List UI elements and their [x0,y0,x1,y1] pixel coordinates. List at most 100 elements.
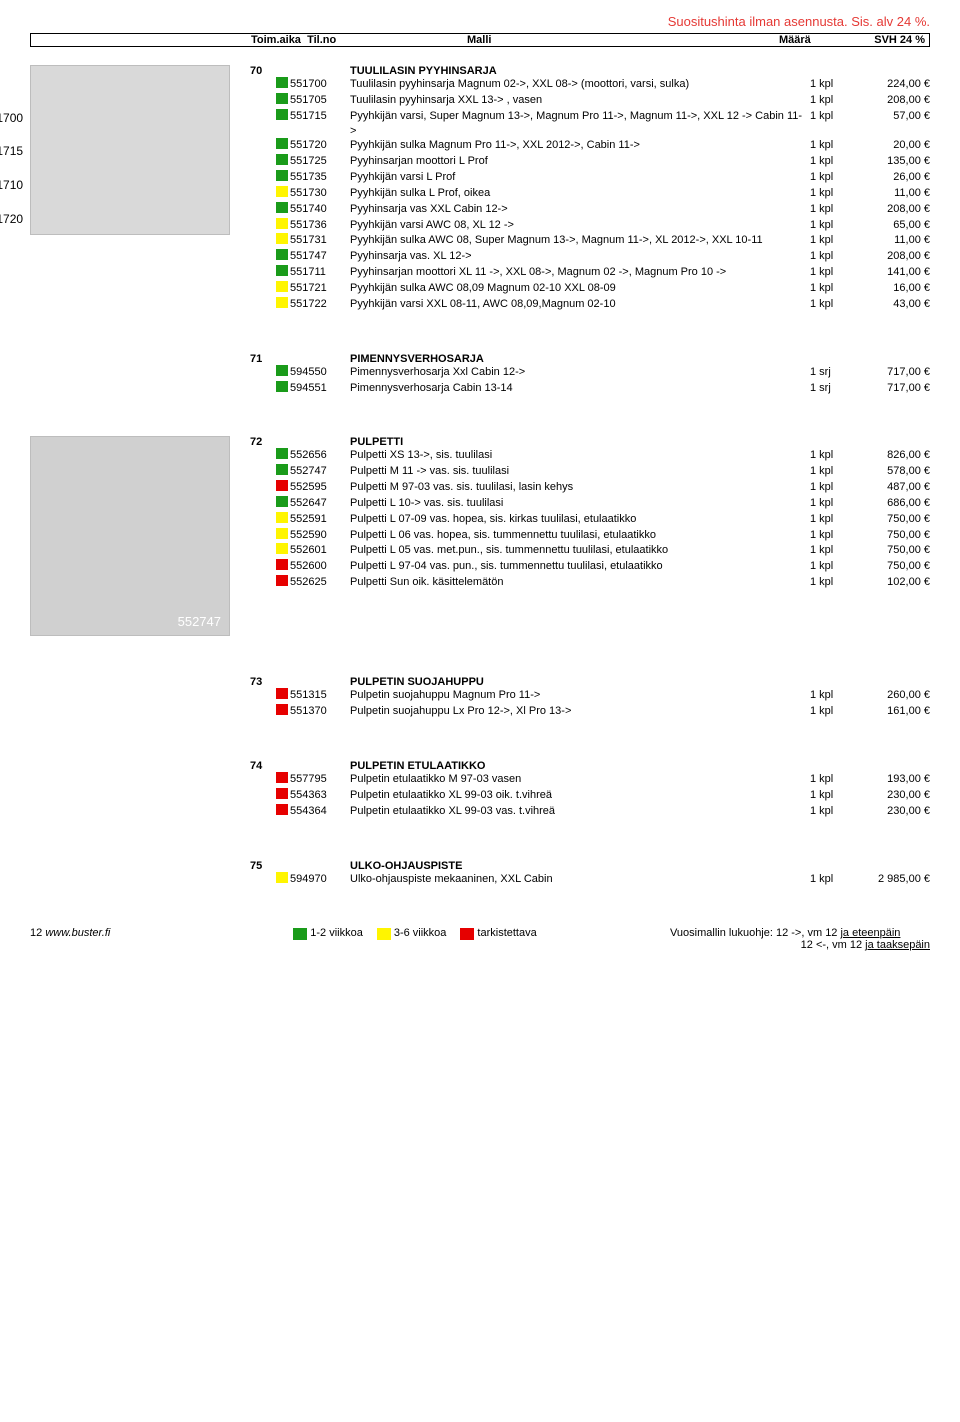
color-swatch [276,77,288,88]
color-swatch [276,218,288,229]
legend: 1-2 viikkoa 3-6 viikkoa tarkistettava [293,927,536,939]
section-71: 71PIMENNYSVERHOSARJA594550Pimennysverhos… [250,353,930,397]
legend-swatch-red [460,928,474,940]
cell-svh: 208,00 € [860,202,930,217]
table-header: Toim.aika Til.no Malli Määrä SVH 24 % [30,33,930,47]
cell-svh: 43,00 € [860,297,930,312]
cell-svh: 717,00 € [860,381,930,396]
table-row: 552600Pulpetti L 97-04 vas. pun., sis. t… [250,559,930,575]
color-swatch [276,249,288,260]
cell-svh: 686,00 € [860,496,930,511]
section-idx: 72 [250,436,276,448]
table-row: 552647Pulpetti L 10-> vas. sis. tuulilas… [250,496,930,512]
cell-malli: Pyyhkijän varsi L Prof [350,170,810,185]
cell-maara: 1 kpl [810,265,860,280]
color-swatch [276,804,288,815]
color-swatch [276,154,288,165]
cell-malli: Tuulilasin pyyhinsarja Magnum 02->, XXL … [350,77,810,92]
cell-tilno: 552647 [290,496,350,511]
cell-tilno: 552625 [290,575,350,590]
section-73: 73PULPETIN SUOJAHUPPU551315Pulpetin suoj… [250,676,930,720]
cell-svh: 26,00 € [860,170,930,185]
cell-maara: 1 kpl [810,512,860,527]
page-footer: 12 www.buster.fi 1-2 viikkoa 3-6 viikkoa… [30,927,930,951]
color-swatch [276,202,288,213]
img-label: 551710 [0,178,23,192]
cell-svh: 750,00 € [860,559,930,574]
table-row: 551730Pyyhkijän sulka L Prof, oikea1 kpl… [250,186,930,202]
cell-malli: Pyyhinsarja vas XXL Cabin 12-> [350,202,810,217]
cell-svh: 11,00 € [860,233,930,248]
cell-svh: 102,00 € [860,575,930,590]
table-row: 552591Pulpetti L 07-09 vas. hopea, sis. … [250,512,930,528]
color-swatch [276,480,288,491]
table-row: 551721Pyyhkijän sulka AWC 08,09 Magnum 0… [250,281,930,297]
section-title: PIMENNYSVERHOSARJA [350,353,930,365]
color-swatch [276,559,288,570]
legend-swatch-green [293,928,307,940]
table-row: 552590Pulpetti L 06 vas. hopea, sis. tum… [250,528,930,544]
cell-maara: 1 kpl [810,688,860,703]
cell-malli: Pyyhkijän sulka Magnum Pro 11->, XXL 201… [350,138,810,153]
table-row: 551700Tuulilasin pyyhinsarja Magnum 02->… [250,77,930,93]
color-swatch [276,528,288,539]
cell-malli: Pimennysverhosarja Cabin 13-14 [350,381,810,396]
table-row: 552625Pulpetti Sun oik. käsittelemätön1 … [250,575,930,591]
product-image-72: 552747 [30,436,230,636]
table-row: 551720Pyyhkijän sulka Magnum Pro 11->, X… [250,138,930,154]
table-row: 554364Pulpetin etulaatikko XL 99-03 vas.… [250,804,930,820]
section-title: PULPETIN SUOJAHUPPU [350,676,930,688]
color-swatch [276,365,288,376]
site-url: www.buster.fi [45,927,110,939]
cell-malli: Pyyhkijän sulka L Prof, oikea [350,186,810,201]
cell-malli: Pulpetin suojahuppu Lx Pro 12->, Xl Pro … [350,704,810,719]
cell-malli: Pulpetti M 97-03 vas. sis. tuulilasi, la… [350,480,810,495]
cell-svh: 750,00 € [860,512,930,527]
cell-maara: 1 kpl [810,233,860,248]
cell-maara: 1 srj [810,365,860,380]
cell-maara: 1 kpl [810,202,860,217]
color-swatch [276,788,288,799]
cell-maara: 1 kpl [810,218,860,233]
img-label: 551715 [0,144,23,158]
cell-svh: 208,00 € [860,249,930,264]
cell-maara: 1 kpl [810,93,860,108]
color-swatch [276,496,288,507]
cell-malli: Pyyhkijän sulka AWC 08, Super Magnum 13-… [350,233,810,248]
cell-tilno: 551700 [290,77,350,92]
legend-swatch-yellow [377,928,391,940]
table-row: 552656Pulpetti XS 13->, sis. tuulilasi1 … [250,448,930,464]
cell-malli: Pulpetti XS 13->, sis. tuulilasi [350,448,810,463]
cell-svh: 224,00 € [860,77,930,92]
cell-svh: 65,00 € [860,218,930,233]
cell-tilno: 551730 [290,186,350,201]
cell-tilno: 551740 [290,202,350,217]
cell-tilno: 551747 [290,249,350,264]
table-row: 552601Pulpetti L 05 vas. met.pun., sis. … [250,543,930,559]
color-swatch [276,170,288,181]
color-swatch [276,93,288,104]
table-row: 551736Pyyhkijän varsi AWC 08, XL 12 ->1 … [250,218,930,234]
cell-maara: 1 kpl [810,186,860,201]
cell-malli: Pulpetti L 10-> vas. sis. tuulilasi [350,496,810,511]
table-row: 594551Pimennysverhosarja Cabin 13-141 sr… [250,381,930,397]
cell-tilno: 551370 [290,704,350,719]
table-row: 594550Pimennysverhosarja Xxl Cabin 12->1… [250,365,930,381]
cell-malli: Pulpetti L 05 vas. met.pun., sis. tummen… [350,543,810,558]
section-title: PULPETIN ETULAATIKKO [350,760,930,772]
cell-tilno: 551721 [290,281,350,296]
cell-tilno: 552595 [290,480,350,495]
img-label: 551700 [0,111,23,125]
color-swatch [276,297,288,308]
cell-maara: 1 kpl [810,464,860,479]
cell-malli: Pyyhkijän varsi, Super Magnum 13->, Magn… [350,109,810,139]
cell-maara: 1 kpl [810,448,860,463]
color-swatch [276,512,288,523]
cell-maara: 1 kpl [810,77,860,92]
cell-maara: 1 kpl [810,297,860,312]
cell-tilno: 551736 [290,218,350,233]
cell-svh: 578,00 € [860,464,930,479]
cell-maara: 1 kpl [810,788,860,803]
cell-maara: 1 kpl [810,138,860,153]
section-title: ULKO-OHJAUSPISTE [350,860,930,872]
